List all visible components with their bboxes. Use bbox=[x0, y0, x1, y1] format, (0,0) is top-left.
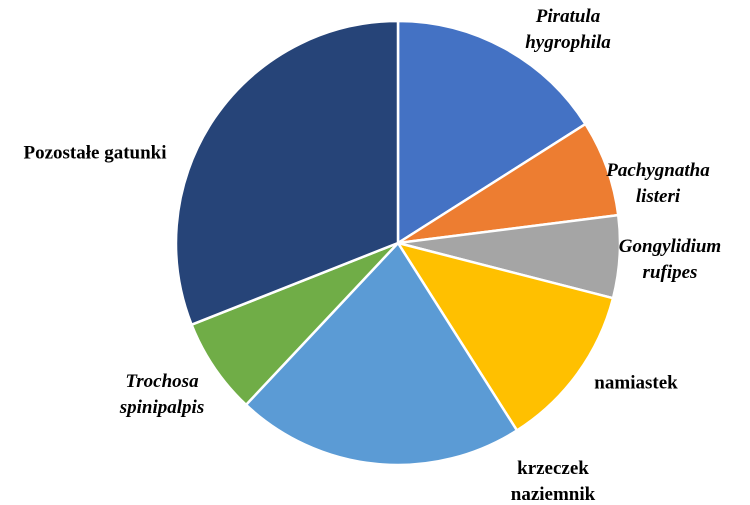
slice-label: Gongylidium rufipes bbox=[619, 236, 721, 283]
pie-slice bbox=[396, 241, 615, 432]
slice-label: Pachygnatha listeri bbox=[605, 160, 710, 207]
slice-label: Piratula hygrophila bbox=[525, 6, 611, 53]
pie-slice bbox=[244, 241, 519, 467]
slice-label: Trochosa spinipalpis bbox=[119, 371, 204, 418]
slice-label: namiastek bbox=[594, 372, 678, 393]
slice-label: Pozostałe gatunki bbox=[23, 142, 166, 163]
slice-label: krzeczek naziemnik bbox=[511, 458, 596, 505]
pie-slice bbox=[396, 19, 587, 245]
pie-slice bbox=[174, 19, 400, 326]
